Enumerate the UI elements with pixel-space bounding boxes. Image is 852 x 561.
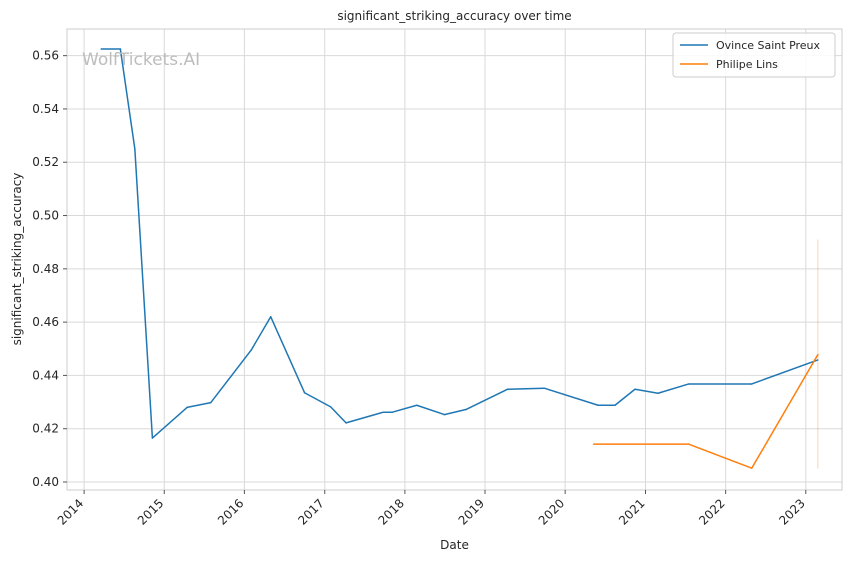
data-point-ovince-saint-preux	[465, 408, 467, 411]
data-point-ovince-saint-preux	[634, 388, 636, 391]
data-point-ovince-saint-preux	[751, 383, 753, 385]
data-point-ovince-saint-preux	[657, 392, 659, 395]
data-point-ovince-saint-preux	[543, 387, 546, 389]
y-tick-label: 0.48	[32, 262, 59, 276]
y-tick-label: 0.56	[32, 49, 59, 63]
data-point-ovince-saint-preux	[100, 48, 102, 50]
x-axis-label: Date	[440, 538, 469, 552]
data-point-ovince-saint-preux	[303, 391, 306, 394]
data-point-ovince-saint-preux	[269, 316, 272, 318]
data-point-ovince-saint-preux	[329, 406, 332, 408]
y-axis-label: significant_striking_accuracy	[10, 173, 24, 346]
y-tick-label: 0.46	[32, 315, 59, 329]
data-point-ovince-saint-preux	[415, 404, 418, 407]
legend-label-ovince-saint-preux: Ovince Saint Preux	[716, 39, 821, 52]
data-point-ovince-saint-preux	[391, 411, 394, 413]
data-point-ovince-saint-preux	[506, 388, 509, 391]
data-point-ovince-saint-preux	[817, 359, 819, 361]
data-point-philipe-lins	[592, 443, 595, 445]
legend-box	[672, 32, 836, 78]
data-point-ovince-saint-preux	[151, 437, 154, 439]
chart-title: significant_striking_accuracy over time	[337, 9, 571, 23]
data-point-ovince-saint-preux	[345, 422, 347, 424]
data-point-ovince-saint-preux	[597, 404, 599, 407]
data-point-philipe-lins	[817, 353, 819, 356]
y-tick-label: 0.42	[32, 422, 59, 436]
y-tick-label: 0.54	[32, 102, 59, 116]
watermark-text: WolfTickets.AI	[82, 50, 200, 70]
y-tick-label: 0.40	[32, 475, 59, 489]
gridlines	[67, 29, 842, 490]
data-point-ovince-saint-preux	[614, 404, 616, 407]
data-point-philipe-lins	[751, 467, 753, 469]
data-point-ovince-saint-preux	[688, 383, 690, 385]
legend-label-philipe-lins: Philipe Lins	[716, 58, 778, 71]
data-point-ovince-saint-preux	[443, 413, 446, 416]
y-tick-label: 0.50	[32, 209, 59, 223]
y-tick-label: 0.44	[32, 368, 59, 382]
data-point-ovince-saint-preux	[382, 411, 385, 413]
data-point-ovince-saint-preux	[119, 48, 122, 50]
legend: Ovince Saint Preux Philipe Lins	[672, 32, 836, 78]
data-point-ovince-saint-preux	[186, 406, 188, 409]
data-point-ovince-saint-preux	[210, 401, 212, 404]
series-line-philipe-lins	[593, 354, 819, 469]
series-lines	[100, 48, 819, 469]
data-point-philipe-lins	[688, 443, 690, 445]
y-tick-label: 0.52	[32, 155, 59, 169]
plot-frame	[66, 28, 843, 491]
data-point-ovince-saint-preux	[250, 349, 252, 351]
data-point-ovince-saint-preux	[134, 148, 136, 150]
